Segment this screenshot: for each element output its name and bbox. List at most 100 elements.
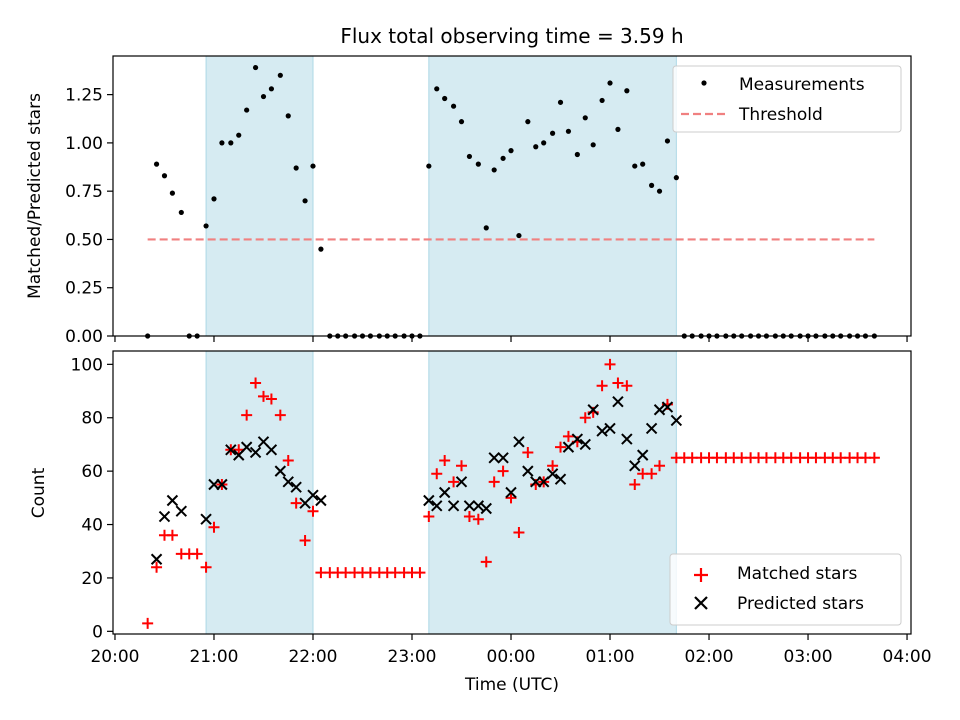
matched-star-point-37 bbox=[448, 476, 460, 488]
measurement-point-4 bbox=[178, 209, 184, 216]
measurement-point-57 bbox=[615, 126, 621, 132]
matched-star-point-16 bbox=[274, 409, 286, 421]
predicted-star-point-31 bbox=[522, 465, 534, 477]
measurement-point-46 bbox=[525, 119, 531, 125]
predicted-star-point-17 bbox=[307, 489, 319, 501]
measurement-point-55 bbox=[599, 97, 605, 104]
matched-star-point-53 bbox=[579, 412, 591, 424]
measurement-point-21 bbox=[318, 246, 324, 252]
chart-title: Flux total observing time = 3.59 h bbox=[340, 24, 683, 48]
matched-star-point-15 bbox=[265, 393, 277, 405]
measurement-point-20 bbox=[310, 163, 316, 169]
measurement-point-39 bbox=[466, 153, 473, 160]
bottom-shaded-intervals bbox=[205, 350, 677, 635]
measurement-point-18 bbox=[293, 165, 299, 171]
measurement-point-61 bbox=[649, 182, 655, 188]
predicted-star-point-44 bbox=[629, 460, 641, 472]
top-y-tick-label-3: 0.75 bbox=[65, 182, 103, 202]
top-y-tick-label-4: 1.00 bbox=[65, 134, 103, 154]
measurement-point-2 bbox=[161, 173, 168, 179]
predicted-star-point-6 bbox=[216, 478, 228, 491]
measurement-point-35 bbox=[434, 86, 440, 92]
predicted-star-point-3 bbox=[175, 505, 188, 517]
top-x-ticks bbox=[114, 336, 908, 342]
measurement-point-10 bbox=[228, 140, 234, 146]
measurement-point-51 bbox=[565, 128, 572, 134]
measurement-point-62 bbox=[656, 188, 663, 194]
measurement-point-42 bbox=[491, 167, 497, 173]
predicted-star-point-27 bbox=[488, 452, 500, 464]
measurement-point-44 bbox=[508, 148, 514, 154]
matched-star-point-13 bbox=[250, 377, 262, 389]
predicted-star-point-49 bbox=[670, 414, 683, 427]
top-shaded-interval-0 bbox=[205, 55, 314, 337]
measurement-point-45 bbox=[516, 232, 522, 239]
bottom-y-tick-label-5: 100 bbox=[71, 355, 103, 375]
predicted-star-point-25 bbox=[472, 500, 485, 512]
predicted-star-points bbox=[150, 396, 683, 565]
predicted-star-point-20 bbox=[431, 500, 443, 512]
matched-star-point-45 bbox=[513, 527, 525, 539]
matched-star-point-50 bbox=[555, 441, 567, 453]
matched-star-points bbox=[142, 358, 880, 629]
x-axis-label: Time (UTC) bbox=[464, 675, 559, 695]
measurement-point-15 bbox=[268, 86, 275, 92]
measurement-point-36 bbox=[442, 95, 448, 102]
matched-star-point-33 bbox=[414, 567, 426, 579]
x-tick-label-5: 01:00 bbox=[586, 647, 635, 667]
matched-star-point-20 bbox=[307, 505, 319, 517]
measurement-point-1 bbox=[153, 161, 160, 167]
predicted-star-point-41 bbox=[604, 422, 616, 435]
measurement-point-41 bbox=[483, 225, 489, 231]
matched-star-point-40 bbox=[472, 513, 484, 525]
measurement-point-63 bbox=[664, 138, 671, 144]
measurement-point-37 bbox=[450, 103, 457, 109]
matched-star-point-55 bbox=[596, 380, 608, 392]
measurement-point-19 bbox=[302, 198, 308, 204]
predicted-star-point-43 bbox=[621, 433, 633, 445]
measurement-point-12 bbox=[244, 107, 250, 113]
predicted-star-point-28 bbox=[497, 452, 509, 464]
measurement-point-43 bbox=[500, 155, 506, 161]
predicted-star-point-33 bbox=[537, 476, 550, 488]
top-axes-frame bbox=[112, 55, 912, 337]
bottom-legend-frame bbox=[669, 553, 902, 626]
predicted-star-point-29 bbox=[505, 486, 517, 499]
matched-star-point-12 bbox=[241, 409, 253, 421]
predicted-star-point-34 bbox=[546, 468, 559, 480]
predicted-star-point-9 bbox=[240, 441, 253, 453]
predicted-star-point-40 bbox=[596, 425, 608, 437]
matched-star-point-6 bbox=[191, 548, 203, 560]
measurement-point-34 bbox=[426, 163, 432, 169]
x-tick-label-1: 21:00 bbox=[189, 647, 238, 667]
matched-star-point-7 bbox=[200, 561, 212, 573]
bottom-legend: Matched stars Predicted stars bbox=[669, 553, 902, 626]
measurement-point-16 bbox=[277, 72, 283, 78]
predicted-star-point-48 bbox=[661, 401, 674, 413]
matched-star-point-42 bbox=[488, 476, 500, 488]
measurement-point-40 bbox=[475, 161, 481, 167]
measurement-point-8 bbox=[211, 196, 217, 202]
predicted-star-point-39 bbox=[587, 404, 599, 416]
x-tick-label-2: 22:00 bbox=[288, 647, 337, 667]
measurement-point-11 bbox=[236, 132, 242, 138]
predicted-star-point-45 bbox=[636, 449, 649, 461]
measurement-point-58 bbox=[624, 88, 630, 94]
bottom-shaded-interval-1 bbox=[428, 350, 677, 635]
predicted-star-point-22 bbox=[447, 500, 460, 512]
top-legend-frame bbox=[672, 65, 902, 133]
matched-star-point-62 bbox=[654, 460, 666, 472]
top-shaded-intervals bbox=[205, 55, 677, 337]
predicted-star-point-14 bbox=[282, 476, 294, 488]
measurement-point-14 bbox=[260, 93, 267, 100]
x-tick-label-3: 23:00 bbox=[388, 647, 437, 667]
matched-star-point-36 bbox=[439, 454, 451, 466]
legend-predicted-label: Predicted stars bbox=[737, 594, 864, 614]
matched-star-point-3 bbox=[166, 529, 178, 541]
bottom-y-ticks: 0 20 40 60 80 100 bbox=[71, 355, 113, 642]
predicted-star-point-10 bbox=[249, 446, 262, 459]
matched-star-point-61 bbox=[646, 468, 658, 480]
top-y-tick-label-5: 1.25 bbox=[65, 86, 103, 106]
top-y-tick-label-0: 0.00 bbox=[65, 327, 103, 347]
measurement-point-52 bbox=[574, 151, 580, 158]
